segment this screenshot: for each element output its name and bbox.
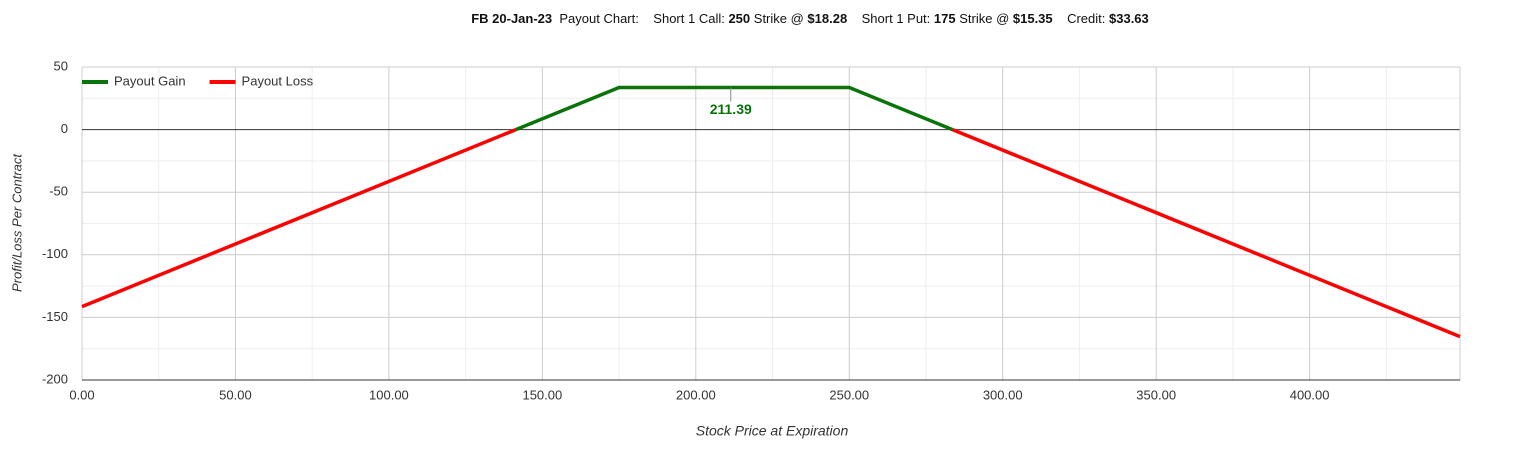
x-axis-label: Stock Price at Expiration <box>696 423 849 439</box>
series-line <box>81 127 1461 339</box>
annotation-label: 211.39 <box>710 101 752 117</box>
title-part: Strike @ <box>956 11 1013 26</box>
y-tick-label: 50 <box>54 58 68 73</box>
title-part: 175 <box>934 11 956 26</box>
x-tick-label: 200.00 <box>676 387 716 402</box>
x-tick-label: 350.00 <box>1136 387 1176 402</box>
legend-label: Payout Gain <box>114 73 186 88</box>
x-tick-label: 400.00 <box>1290 387 1330 402</box>
title-part: $15.35 <box>1013 11 1053 26</box>
x-tick-label: 50.00 <box>219 387 252 402</box>
x-tick-label: 150.00 <box>522 387 562 402</box>
title-part: $33.63 <box>1109 11 1149 26</box>
x-tick-label: 0.00 <box>69 387 94 402</box>
title-part: Payout Chart: Short 1 Call: <box>552 11 728 26</box>
title-part: Strike @ <box>750 11 807 26</box>
legend-label: Payout Loss <box>242 73 314 88</box>
y-tick-label: -100 <box>42 246 68 261</box>
title-part: Short 1 Put: <box>847 11 934 26</box>
title-part: Credit: <box>1053 11 1109 26</box>
title-part: $18.28 <box>807 11 847 26</box>
y-tick-label: -200 <box>42 371 68 386</box>
y-tick-label: -150 <box>42 309 68 324</box>
y-axis-label: Profit/Loss Per Contract <box>9 153 24 292</box>
y-tick-label: 0 <box>61 121 68 136</box>
chart-title: FB 20-Jan-23 Payout Chart: Short 1 Call:… <box>471 11 1149 26</box>
series-line <box>515 85 954 132</box>
title-part: FB 20-Jan-23 <box>471 11 552 26</box>
x-tick-label: 300.00 <box>983 387 1023 402</box>
x-tick-label: 100.00 <box>369 387 409 402</box>
y-tick-label: -50 <box>49 184 68 199</box>
x-tick-label: 250.00 <box>829 387 869 402</box>
title-part: 250 <box>728 11 750 26</box>
